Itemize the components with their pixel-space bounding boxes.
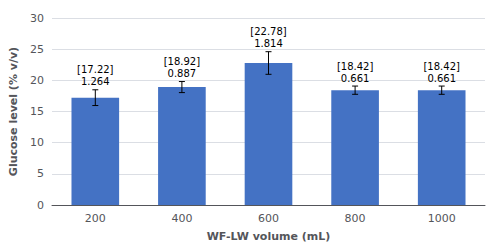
svg-text:Glucose level (% v/v): Glucose level (% v/v) (7, 47, 20, 176)
svg-text:WF-LW volume (mL): WF-LW volume (mL) (207, 230, 331, 243)
svg-text:600: 600 (258, 212, 279, 225)
svg-text:[18.42]: [18.42] (337, 61, 374, 72)
svg-text:200: 200 (85, 212, 106, 225)
svg-text:5: 5 (37, 167, 44, 180)
svg-text:[18.42]: [18.42] (423, 61, 460, 72)
svg-text:1.264: 1.264 (81, 76, 110, 87)
svg-text:0.887: 0.887 (168, 68, 197, 79)
svg-text:15: 15 (30, 105, 44, 118)
svg-text:[22.78]: [22.78] (250, 26, 287, 37)
svg-text:0.661: 0.661 (341, 73, 370, 84)
svg-text:25: 25 (30, 43, 44, 56)
svg-text:[17.22]: [17.22] (77, 64, 114, 75)
svg-text:10: 10 (30, 136, 44, 149)
svg-text:20: 20 (30, 74, 44, 87)
svg-text:30: 30 (30, 12, 44, 25)
svg-text:400: 400 (171, 212, 192, 225)
svg-text:1.814: 1.814 (254, 38, 283, 49)
svg-text:[18.92]: [18.92] (164, 56, 201, 67)
svg-text:0: 0 (37, 199, 44, 212)
svg-text:0.661: 0.661 (427, 73, 456, 84)
svg-text:800: 800 (345, 212, 366, 225)
svg-text:1000: 1000 (428, 212, 456, 225)
